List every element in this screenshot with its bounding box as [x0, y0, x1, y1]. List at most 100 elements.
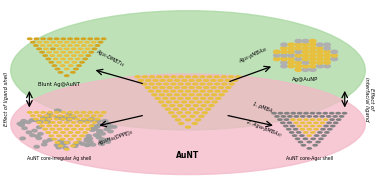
Circle shape — [81, 111, 86, 114]
Circle shape — [330, 125, 336, 127]
Circle shape — [60, 117, 65, 119]
Circle shape — [307, 134, 312, 137]
Circle shape — [274, 57, 280, 61]
Circle shape — [163, 82, 169, 86]
Text: Ag₂₆-pMBA₂₆: Ag₂₆-pMBA₂₆ — [239, 47, 268, 64]
Circle shape — [73, 143, 78, 146]
Circle shape — [57, 54, 63, 57]
Circle shape — [302, 64, 309, 68]
Circle shape — [271, 112, 277, 115]
Circle shape — [81, 118, 87, 121]
Circle shape — [310, 40, 316, 43]
Circle shape — [88, 141, 93, 143]
Circle shape — [32, 129, 37, 132]
Circle shape — [80, 143, 85, 145]
Circle shape — [74, 44, 80, 47]
Circle shape — [310, 131, 316, 134]
Circle shape — [74, 124, 80, 127]
Circle shape — [71, 134, 77, 137]
Circle shape — [54, 144, 60, 146]
Circle shape — [177, 104, 183, 107]
Circle shape — [96, 120, 101, 122]
Circle shape — [192, 82, 199, 86]
Circle shape — [290, 125, 295, 127]
Circle shape — [185, 111, 191, 114]
Circle shape — [71, 128, 77, 131]
Circle shape — [64, 61, 70, 64]
Circle shape — [181, 108, 187, 111]
Circle shape — [196, 79, 202, 82]
Circle shape — [168, 111, 175, 114]
Circle shape — [310, 50, 316, 53]
Circle shape — [323, 125, 329, 127]
Circle shape — [53, 57, 58, 60]
Circle shape — [317, 54, 323, 57]
Circle shape — [104, 128, 109, 131]
Circle shape — [60, 143, 65, 146]
Circle shape — [310, 125, 316, 127]
Circle shape — [64, 74, 70, 77]
Circle shape — [195, 118, 201, 122]
Circle shape — [62, 116, 67, 119]
Circle shape — [93, 125, 99, 128]
Circle shape — [188, 79, 195, 82]
Circle shape — [97, 136, 101, 139]
Circle shape — [222, 90, 228, 93]
Circle shape — [89, 118, 94, 120]
Circle shape — [64, 141, 70, 144]
Circle shape — [185, 118, 191, 122]
Circle shape — [339, 115, 345, 118]
Circle shape — [98, 41, 104, 44]
Circle shape — [287, 121, 292, 124]
Circle shape — [73, 141, 79, 144]
Circle shape — [324, 57, 330, 61]
Circle shape — [46, 115, 52, 118]
Circle shape — [81, 124, 87, 127]
Circle shape — [322, 112, 328, 115]
Circle shape — [86, 135, 91, 137]
Circle shape — [144, 86, 151, 89]
Circle shape — [82, 131, 88, 134]
Circle shape — [47, 37, 53, 40]
Circle shape — [38, 132, 43, 135]
Circle shape — [303, 118, 309, 121]
Circle shape — [326, 115, 331, 118]
Circle shape — [213, 75, 220, 78]
Circle shape — [300, 128, 305, 131]
Circle shape — [302, 43, 309, 46]
Circle shape — [161, 104, 168, 107]
Circle shape — [81, 51, 87, 54]
Circle shape — [218, 86, 224, 89]
Circle shape — [64, 121, 70, 124]
Circle shape — [64, 54, 70, 57]
Circle shape — [324, 61, 330, 64]
Circle shape — [97, 124, 102, 126]
Circle shape — [170, 82, 177, 86]
Circle shape — [333, 121, 339, 124]
Circle shape — [235, 75, 242, 78]
Circle shape — [310, 137, 316, 140]
Circle shape — [295, 43, 302, 46]
Circle shape — [55, 117, 60, 119]
Circle shape — [64, 148, 70, 151]
Circle shape — [67, 51, 73, 54]
Circle shape — [71, 54, 77, 57]
Circle shape — [283, 125, 289, 127]
Circle shape — [295, 57, 302, 61]
Circle shape — [288, 47, 294, 50]
Circle shape — [60, 124, 66, 127]
Circle shape — [274, 115, 280, 118]
Circle shape — [202, 111, 208, 114]
Circle shape — [77, 114, 83, 117]
Circle shape — [67, 124, 73, 127]
Circle shape — [310, 43, 316, 46]
Circle shape — [43, 121, 49, 124]
Circle shape — [112, 126, 117, 128]
Circle shape — [310, 54, 316, 57]
Circle shape — [286, 128, 291, 131]
Circle shape — [76, 141, 81, 144]
Circle shape — [95, 118, 100, 121]
Circle shape — [221, 75, 227, 78]
Circle shape — [67, 44, 73, 47]
Circle shape — [100, 141, 104, 144]
